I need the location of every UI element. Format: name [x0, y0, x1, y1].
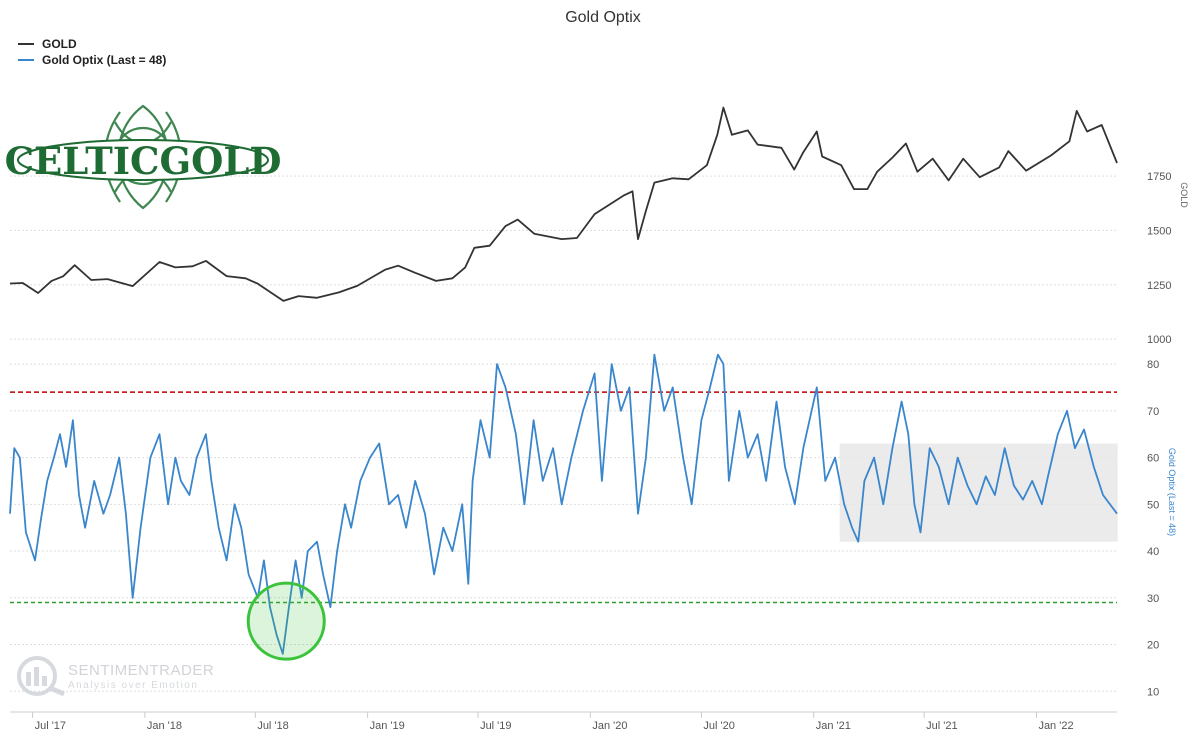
sentimentrader-icon [17, 656, 57, 696]
optix-tick-label: 30 [1147, 593, 1159, 605]
celticgold-logo: CELTICGOLD [5, 104, 282, 210]
x-tick-label: Jan '18 [147, 720, 182, 732]
x-tick-label: Jan '20 [592, 720, 627, 732]
sentimentrader-tagline: Analysis over Emotion [68, 680, 198, 691]
logo-text: CELTICGOLD [5, 139, 282, 183]
optix-tick-label: 40 [1147, 546, 1159, 558]
x-axis: Jul '17 Jan '18 Jul '18 Jan '19 Jul '19 Jan '… [32, 712, 1074, 732]
legend: GOLD Gold Optix (Last = 48) [18, 37, 166, 67]
gold-tick-label: 1000 [1147, 334, 1171, 346]
sentimentrader-name: SENTIMENTRADER [68, 662, 214, 679]
gold-tick-label: 1250 [1147, 280, 1171, 292]
legend-label-optix[interactable]: Gold Optix (Last = 48) [42, 53, 166, 67]
gold-y-axis: 1750 1500 1250 1000 [1147, 171, 1171, 346]
x-tick-label: Jul '18 [257, 720, 288, 732]
optix-tick-label: 60 [1147, 453, 1159, 465]
x-tick-label: Jan '21 [816, 720, 851, 732]
x-tick-label: Jan '22 [1038, 720, 1073, 732]
chart-title: Gold Optix [565, 9, 641, 26]
series-line-gold [9, 106, 1118, 302]
highlight-circle [246, 581, 326, 661]
gridlines [10, 175, 1117, 692]
x-tick-label: Jan '19 [370, 720, 405, 732]
gold-tick-label: 1750 [1147, 171, 1171, 183]
x-tick-label: Jul '17 [35, 720, 66, 732]
optix-tick-label: 10 [1147, 686, 1159, 698]
optix-tick-label: 80 [1147, 359, 1159, 371]
x-tick-label: Jul '21 [926, 720, 957, 732]
optix-tick-label: 50 [1147, 499, 1159, 511]
optix-tick-label: 20 [1147, 640, 1159, 652]
optix-tick-label: 70 [1147, 406, 1159, 418]
gold-axis-title: GOLD [1179, 182, 1189, 208]
optix-y-axis: 80 70 60 50 40 30 20 10 [1147, 359, 1159, 698]
sentimentrader-watermark: SENTIMENTRADER Analysis over Emotion [17, 656, 214, 697]
legend-label-gold[interactable]: GOLD [42, 37, 77, 51]
series-line-optix [9, 353, 1118, 655]
x-tick-label: Jul '19 [480, 720, 511, 732]
x-tick-label: Jul '20 [703, 720, 734, 732]
optix-axis-title: Gold Optix (Last = 48) [1167, 448, 1177, 536]
gold-tick-label: 1500 [1147, 225, 1171, 237]
